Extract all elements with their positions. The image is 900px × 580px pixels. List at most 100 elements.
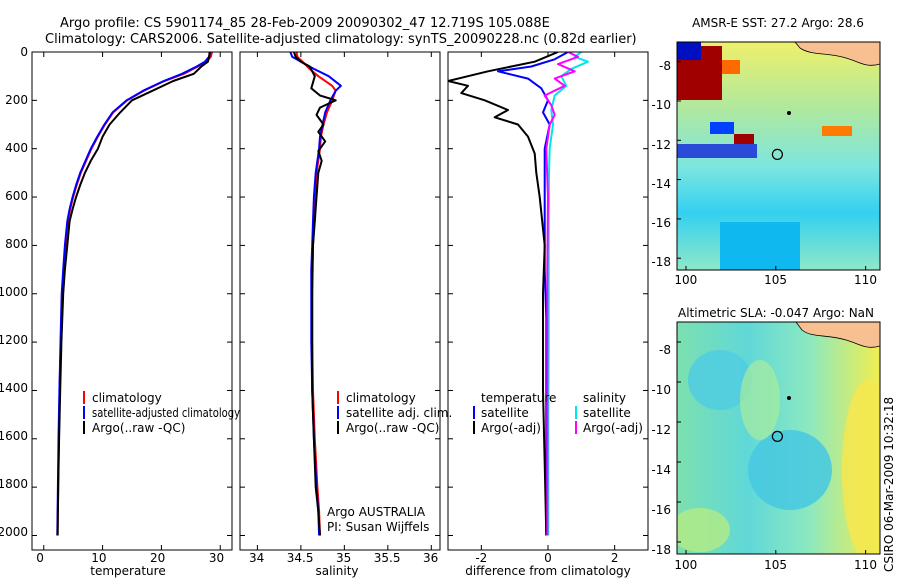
depth-ytick: 1800 (0, 477, 28, 491)
sst-map-title: AMSR-E SST: 27.2 Argo: 28.6 (692, 16, 864, 30)
sla-lat-tick: -14 (651, 463, 671, 477)
difference-legend: temperature satellite Argo(-adj) salinit… (473, 391, 643, 435)
legend-label-satellite: satellite adj. clim. (346, 406, 452, 420)
sla-lon-tick: 105 (764, 558, 787, 572)
sla-lat-tick: -18 (651, 543, 671, 557)
salinity-panel: 34 34.5 35 35.5 36 salinity climatology … (239, 51, 452, 578)
depth-ytick: 1000 (0, 285, 28, 299)
sla-lat-tick: -16 (651, 503, 671, 517)
sla-land-java (795, 322, 880, 348)
sst-lon-tick: 110 (854, 273, 877, 287)
legend-label-climatology: climatology (346, 391, 416, 405)
sla-float-marker (771, 430, 784, 442)
sst-cold-band (677, 144, 757, 158)
depth-ytick: 200 (5, 93, 28, 107)
sst-cold-patch (710, 122, 734, 134)
legend-label-climatology: climatology (92, 391, 162, 405)
sla-lat-tick: -10 (651, 383, 671, 397)
difference-ticks (448, 51, 648, 550)
depth-ytick: 1400 (0, 381, 28, 395)
salinity-xtick: 34 (249, 551, 264, 565)
difference-xlabel: difference from climatology (465, 564, 631, 578)
difference-xtick: -2 (475, 551, 487, 565)
sla-low-anomaly (748, 430, 832, 510)
depth-ytick: 400 (5, 141, 28, 155)
sla-map-title: Altimetric SLA: -0.047 Argo: NaN (678, 306, 874, 320)
legend-label-sal-argo: Argo(-adj) (583, 421, 643, 435)
difference-series-line-0 (497, 52, 569, 536)
legend-label-argo: Argo(..raw -QC) (92, 421, 185, 435)
legend-label-satellite: satellite-adjusted climatology (92, 406, 240, 420)
sst-christmas-island (787, 111, 791, 115)
sla-high-anomaly (842, 380, 880, 554)
sst-lat-tick: -14 (651, 177, 671, 191)
sla-map-field (677, 322, 880, 554)
data-source-annotation: Argo AUSTRALIA (327, 505, 426, 519)
legend-label-sal-satellite: satellite (583, 406, 631, 420)
temperature-axes-frame (31, 51, 233, 551)
temperature-xtick: 0 (36, 551, 44, 565)
sst-land-java (794, 42, 880, 66)
sst-lat-tick: -10 (651, 98, 671, 112)
temperature-series-line-1 (56, 52, 212, 536)
salinity-xlabel: salinity (315, 564, 358, 578)
sla-low-anomaly (688, 350, 752, 410)
salinity-xtick: 35 (336, 551, 351, 565)
figure-title-line1: Argo profile: CS 5901174_85 28-Feb-2009 … (60, 16, 550, 31)
sst-float-marker (771, 148, 784, 160)
difference-xtick: 2 (611, 551, 619, 565)
temperature-ticks (32, 51, 232, 550)
csiro-timestamp: CSIRO 06-Mar-2009 10:32:18 (882, 397, 896, 572)
temperature-panel: 0 10 20 30 0 200 400 600 800 1000 1200 1… (0, 45, 240, 578)
temperature-xlabel: temperature (90, 564, 165, 578)
temperature-series-line-2 (56, 52, 211, 536)
temperature-xtick: 10 (91, 551, 106, 565)
sla-high-anomaly (740, 360, 780, 440)
sst-lon-tick: 100 (674, 273, 697, 287)
salinity-ticks (240, 51, 440, 550)
salinity-xtick: 36 (423, 551, 438, 565)
legend-label-temp-argo: Argo(-adj) (481, 421, 541, 435)
sla-map-ticks (677, 341, 867, 554)
salinity-legend: climatology satellite adj. clim. Argo(..… (337, 391, 452, 435)
sst-map-panel: AMSR-E SST: 27.2 Argo: 28.6 100 105 110 … (651, 16, 881, 287)
sst-lat-tick: -18 (651, 255, 671, 269)
salinity-series-line-2 (292, 52, 337, 536)
legend-title-salinity: salinity (583, 391, 626, 405)
salinity-axes-frame (239, 51, 441, 551)
depth-ytick: 800 (5, 237, 28, 251)
sst-cool-region (720, 222, 800, 270)
salinity-xtick: 35.5 (374, 551, 401, 565)
temperature-legend: climatology satellite-adjusted climatolo… (83, 391, 240, 435)
difference-series-line-1 (448, 52, 559, 536)
legend-label-temp-satellite: satellite (481, 406, 529, 420)
sla-lat-tick: -8 (659, 343, 671, 357)
depth-ytick: 1200 (0, 333, 28, 347)
sst-warm-patch (734, 134, 754, 144)
sst-lat-tick: -8 (659, 59, 671, 73)
figure-title-line2: Climatology: CARS2006. Satellite-adjuste… (45, 32, 637, 47)
temperature-xtick: 20 (150, 551, 165, 565)
temperature-series-line-0 (56, 52, 213, 536)
difference-series-group (448, 52, 589, 536)
sst-lon-tick: 105 (764, 273, 787, 287)
legend-label-argo: Argo(..raw -QC) (346, 421, 439, 435)
difference-series-line-3 (543, 52, 579, 536)
salinity-series-group (289, 52, 342, 536)
sla-lat-tick: -12 (651, 423, 671, 437)
sst-lat-tick: -16 (651, 216, 671, 230)
sla-lon-tick: 100 (674, 558, 697, 572)
difference-panel: -2 0 2 difference from climatology tempe… (447, 51, 649, 578)
sla-christmas-island (787, 396, 791, 400)
sla-map-panel: Altimetric SLA: -0.047 Argo: NaN 100 105… (651, 306, 881, 572)
sla-map-frame (676, 321, 881, 555)
sst-warm-patch (722, 60, 740, 74)
sst-warm-patch (822, 126, 852, 136)
sst-cold-patch (677, 42, 701, 60)
legend-title-temperature: temperature (481, 391, 556, 405)
sla-high-anomaly (677, 508, 730, 552)
sla-lon-tick: 110 (854, 558, 877, 572)
depth-ytick: 0 (20, 45, 28, 59)
sst-map-ticks (677, 61, 867, 270)
